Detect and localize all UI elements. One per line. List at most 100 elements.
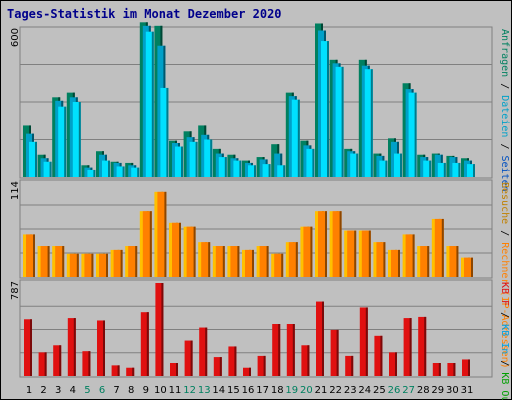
- bar-seiten-7-fill: [116, 166, 125, 177]
- bar-seiten-14-fill: [218, 157, 227, 177]
- bar-rechner-4-fill: [69, 253, 79, 277]
- x-tick-label: 18: [271, 385, 284, 396]
- bar-kb-f-2-shade: [44, 352, 47, 376]
- x-tick-label: 21: [315, 385, 328, 396]
- bar-rechner-28: [420, 246, 430, 277]
- x-tick-label: 28: [417, 385, 430, 396]
- bar-seiten-8-shade: [137, 167, 140, 177]
- bar-kb-f-12: [184, 340, 193, 376]
- bar-seiten-28-shade: [429, 160, 432, 177]
- bar-kb-f-28: [418, 316, 427, 376]
- bar-kb-f-25-fill: [374, 335, 383, 376]
- bar-seiten-6-fill: [102, 160, 110, 177]
- bar-kb-f-11-fill: [170, 363, 178, 376]
- bar-seiten-14: [218, 157, 227, 177]
- bar-kb-f-15-fill: [228, 346, 237, 376]
- bar-seiten-27: [408, 92, 417, 177]
- bar-kb-f-8-fill: [126, 367, 135, 376]
- bar-rechner-1: [26, 234, 35, 277]
- bar-layer: [23, 22, 475, 376]
- bar-rechner-13-fill: [201, 242, 211, 277]
- bar-kb-f-20-fill: [301, 345, 310, 376]
- bar-rechner-24: [361, 230, 371, 277]
- bar-seiten-29-fill: [437, 162, 446, 177]
- bar-kb-f-23-fill: [345, 355, 354, 376]
- bar-rechner-7: [113, 249, 123, 277]
- bar-rechner-21: [318, 211, 327, 277]
- bar-kb-f-2: [38, 352, 47, 376]
- bar-kb-f-9-shade: [146, 312, 149, 376]
- bar-rechner-29: [434, 218, 444, 277]
- bar-rechner-18: [274, 253, 284, 277]
- bar-kb-f-24: [359, 307, 368, 376]
- bar-kb-f-25-shade: [380, 335, 383, 376]
- bar-rechner-21-fill: [318, 211, 327, 277]
- bar-rechner-4: [69, 253, 79, 277]
- bar-rechner-10-shade: [164, 191, 167, 277]
- bar-rechner-10: [157, 191, 167, 277]
- bar-kb-f-15-shade: [234, 346, 237, 376]
- bar-rechner-15-shade: [237, 246, 240, 277]
- bar-kb-f-5-shade: [88, 351, 91, 376]
- bar-kb-f-8: [126, 367, 135, 376]
- x-tick-label: 7: [113, 385, 119, 396]
- ytick-requests: 600: [10, 28, 21, 47]
- bar-rechner-8: [128, 246, 138, 277]
- bar-seiten-27-shade: [414, 92, 417, 177]
- x-tick-label: 5: [84, 385, 90, 396]
- bar-kb-f-19: [286, 324, 295, 376]
- bar-rechner-2: [40, 246, 50, 277]
- bar-rechner-11-shade: [179, 222, 181, 277]
- bar-kb-f-19-shade: [292, 324, 295, 376]
- bar-kb-f-13-fill: [199, 327, 208, 376]
- bar-seiten-25: [379, 160, 388, 177]
- bar-kb-f-8-shade: [132, 367, 135, 376]
- bar-seiten-19: [291, 99, 300, 177]
- bar-kb-f-16: [243, 367, 251, 376]
- bar-rechner-22-shade: [339, 211, 342, 277]
- bar-seiten-12-fill: [189, 141, 198, 177]
- bar-rechner-24-fill: [361, 230, 371, 277]
- bar-seiten-9-fill: [145, 31, 154, 177]
- x-tick-label: 19: [285, 385, 298, 396]
- bar-rechner-21-shade: [325, 211, 327, 277]
- bar-kb-f-24-fill: [359, 307, 368, 376]
- bar-rechner-22: [332, 211, 342, 277]
- bar-seiten-17: [262, 164, 271, 177]
- x-tick-label: 8: [128, 385, 134, 396]
- x-tick-label: 16: [242, 385, 255, 396]
- x-tick-label: 22: [329, 385, 342, 396]
- bar-kb-f-13: [199, 327, 208, 376]
- bar-rechner-14-fill: [215, 246, 225, 277]
- bar-kb-f-23: [345, 355, 354, 376]
- bar-seiten-8-fill: [131, 167, 140, 177]
- x-tick-label: 30: [446, 385, 459, 396]
- bar-seiten-26: [394, 153, 402, 177]
- bar-kb-f-29: [432, 363, 441, 376]
- bar-rechner-6-fill: [99, 253, 108, 277]
- bar-rechner-13: [201, 242, 211, 277]
- bar-rechner-25-shade: [383, 242, 386, 277]
- bar-seiten-1-fill: [29, 141, 37, 177]
- bar-kb-f-12-shade: [190, 340, 193, 376]
- bar-seiten-4: [72, 102, 81, 177]
- bar-rechner-2-fill: [40, 246, 50, 277]
- bar-rechner-26-shade: [398, 249, 400, 277]
- bar-rechner-31-fill: [464, 257, 473, 277]
- x-tick-label: 17: [256, 385, 269, 396]
- bar-seiten-18-fill: [277, 165, 286, 177]
- bar-kb-f-6-shade: [103, 320, 105, 376]
- legend-kb-out: KB Out: [499, 372, 510, 400]
- bar-rechner-11-fill: [172, 222, 181, 277]
- bar-seiten-29: [437, 162, 446, 177]
- legend-dateien: Dateien: [499, 95, 510, 137]
- bar-kb-f-11: [170, 363, 178, 376]
- x-tick-label: 12: [183, 385, 196, 396]
- bar-rechner-17-fill: [259, 246, 269, 277]
- bar-rechner-20-fill: [303, 226, 313, 277]
- bar-seiten-2-shade: [49, 161, 52, 177]
- bar-seiten-30: [452, 162, 461, 177]
- bar-rechner-17: [259, 246, 269, 277]
- bar-rechner-7-shade: [120, 249, 123, 277]
- bar-rechner-17-shade: [266, 246, 269, 277]
